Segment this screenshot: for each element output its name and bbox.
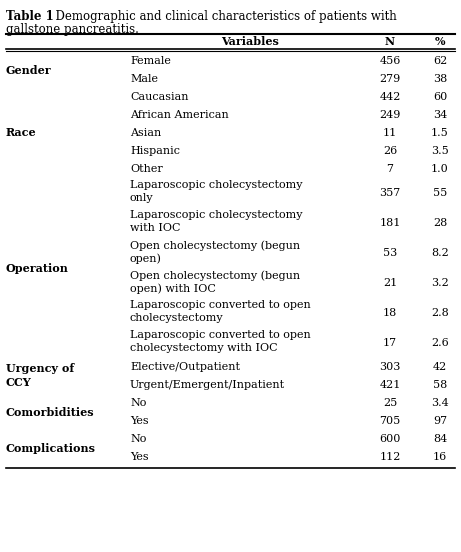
Text: No: No <box>130 434 147 444</box>
Text: open) with IOC: open) with IOC <box>130 283 216 294</box>
Text: cholecystectomy with IOC: cholecystectomy with IOC <box>130 343 278 353</box>
Text: No: No <box>130 398 147 408</box>
Text: Hispanic: Hispanic <box>130 146 180 156</box>
Text: 8.2: 8.2 <box>431 248 449 258</box>
Text: %: % <box>435 36 445 47</box>
Text: 2.6: 2.6 <box>431 338 449 348</box>
Text: Yes: Yes <box>130 452 148 462</box>
Text: 17: 17 <box>383 338 397 348</box>
Text: 11: 11 <box>383 128 397 138</box>
Text: 456: 456 <box>379 56 401 66</box>
Text: Complications: Complications <box>6 443 96 454</box>
Text: Other: Other <box>130 164 163 174</box>
Text: 442: 442 <box>379 92 401 102</box>
Text: 3.5: 3.5 <box>431 146 449 156</box>
Text: Open cholecystectomy (begun: Open cholecystectomy (begun <box>130 270 300 280</box>
Text: 16: 16 <box>433 452 447 462</box>
Text: Laparoscopic cholecystectomy: Laparoscopic cholecystectomy <box>130 210 302 220</box>
Text: 357: 357 <box>379 188 401 198</box>
Text: 2.8: 2.8 <box>431 308 449 318</box>
Text: Caucasian: Caucasian <box>130 92 189 102</box>
Text: 3.2: 3.2 <box>431 278 449 288</box>
Text: 7: 7 <box>386 164 394 174</box>
Text: Comorbidities: Comorbidities <box>6 406 95 417</box>
Text: Female: Female <box>130 56 171 66</box>
Text: 97: 97 <box>433 416 447 426</box>
Text: 84: 84 <box>433 434 447 444</box>
Text: Asian: Asian <box>130 128 161 138</box>
Text: Table 1: Table 1 <box>6 10 54 23</box>
Text: Laparoscopic converted to open: Laparoscopic converted to open <box>130 300 311 310</box>
Text: 705: 705 <box>379 416 401 426</box>
Text: 249: 249 <box>379 110 401 120</box>
Text: . Demographic and clinical characteristics of patients with: . Demographic and clinical characteristi… <box>48 10 397 23</box>
Text: African American: African American <box>130 110 229 120</box>
Text: 26: 26 <box>383 146 397 156</box>
Text: 3.4: 3.4 <box>431 398 449 408</box>
Text: Open cholecystectomy (begun: Open cholecystectomy (begun <box>130 240 300 251</box>
Text: 112: 112 <box>379 452 401 462</box>
Text: CCY: CCY <box>6 378 32 389</box>
Text: 58: 58 <box>433 380 447 390</box>
Text: 18: 18 <box>383 308 397 318</box>
Text: 303: 303 <box>379 362 401 372</box>
Text: gallstone pancreatitis.: gallstone pancreatitis. <box>6 23 139 36</box>
Text: Race: Race <box>6 128 36 139</box>
Text: with IOC: with IOC <box>130 223 181 233</box>
Text: cholecystectomy: cholecystectomy <box>130 313 224 323</box>
Text: N: N <box>385 36 395 47</box>
Text: Urgent/Emergent/Inpatient: Urgent/Emergent/Inpatient <box>130 380 285 390</box>
Text: Yes: Yes <box>130 416 148 426</box>
Text: 34: 34 <box>433 110 447 120</box>
Text: Male: Male <box>130 74 158 84</box>
Text: Laparoscopic cholecystectomy: Laparoscopic cholecystectomy <box>130 180 302 190</box>
Text: only: only <box>130 193 154 203</box>
Text: 421: 421 <box>379 380 401 390</box>
Text: 21: 21 <box>383 278 397 288</box>
Text: 600: 600 <box>379 434 401 444</box>
Text: 38: 38 <box>433 74 447 84</box>
Text: 181: 181 <box>379 218 401 228</box>
Text: 42: 42 <box>433 362 447 372</box>
Text: Variables: Variables <box>221 36 279 47</box>
Text: 55: 55 <box>433 188 447 198</box>
Text: 25: 25 <box>383 398 397 408</box>
Text: 279: 279 <box>379 74 401 84</box>
Text: Laparoscopic converted to open: Laparoscopic converted to open <box>130 330 311 340</box>
Text: 1.0: 1.0 <box>431 164 449 174</box>
Text: 28: 28 <box>433 218 447 228</box>
Text: Gender: Gender <box>6 65 52 76</box>
Text: 62: 62 <box>433 56 447 66</box>
Text: Elective/Outpatient: Elective/Outpatient <box>130 362 240 372</box>
Text: open): open) <box>130 253 162 263</box>
Text: Urgency of: Urgency of <box>6 364 74 374</box>
Text: 60: 60 <box>433 92 447 102</box>
Text: 53: 53 <box>383 248 397 258</box>
Text: 1.5: 1.5 <box>431 128 449 138</box>
Text: Operation: Operation <box>6 263 69 273</box>
